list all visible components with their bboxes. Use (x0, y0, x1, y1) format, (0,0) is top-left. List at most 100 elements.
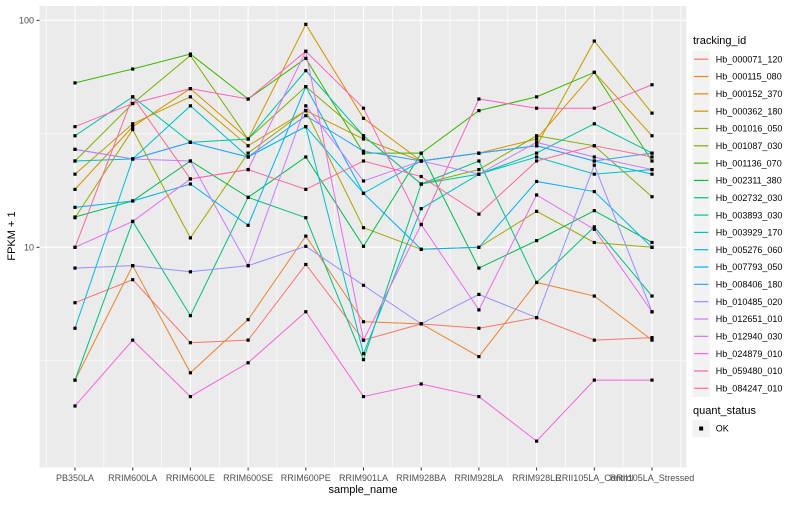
data-point (419, 207, 423, 211)
data-point (73, 134, 77, 138)
data-point (304, 187, 308, 191)
data-point (361, 151, 366, 155)
data-point (650, 172, 654, 176)
data-point (477, 326, 481, 330)
data-point (650, 151, 654, 155)
data-point (188, 182, 192, 186)
data-point (477, 266, 481, 270)
data-point (131, 101, 135, 106)
data-point (361, 320, 366, 324)
legend: Hb_000071_120 Hb_000115_080 Hb_000152_370 H… (692, 50, 783, 438)
legend-entry: Hb_010485_020 (692, 293, 782, 311)
data-point (188, 371, 192, 375)
data-point (304, 155, 308, 159)
data-point (592, 240, 596, 245)
data-point (246, 361, 250, 365)
x-axis-title: sample_name (328, 484, 397, 496)
data-point (592, 378, 596, 382)
legend-label: Hb_003929_170 (716, 228, 783, 238)
data-point (131, 95, 135, 99)
data-point (477, 308, 481, 312)
legend-entry: Hb_008406_180 (692, 275, 782, 294)
data-point (477, 172, 481, 176)
data-point (73, 326, 77, 330)
data-point (131, 127, 135, 132)
data-point (477, 159, 481, 163)
data-point (246, 97, 250, 101)
data-point (361, 137, 366, 141)
data-point (361, 358, 366, 362)
legend-label: Hb_001136_070 (716, 158, 782, 168)
legend-entry-quant-status: OK (692, 419, 729, 438)
y-axis-label: 100 (19, 15, 34, 25)
legend-entry: Hb_007793_050 (692, 258, 783, 276)
data-point (73, 172, 77, 176)
data-point (535, 280, 539, 285)
legend-entry: Hb_003929_170 (692, 223, 783, 242)
data-point (535, 144, 539, 148)
legend-label: Hb_007793_050 (716, 262, 783, 272)
x-axis-label: RRII105LA_Control (555, 473, 633, 483)
data-point (592, 172, 596, 176)
series-layer (73, 22, 654, 443)
data-point (131, 67, 135, 71)
data-point (477, 167, 481, 172)
data-point (361, 149, 366, 153)
data-point (304, 109, 308, 113)
data-point (188, 177, 192, 181)
x-axis-label: PB350LA (56, 473, 94, 483)
x-axis-label: RRIM600LA (108, 473, 157, 483)
data-point (304, 69, 308, 73)
data-point (535, 239, 539, 243)
data-point (650, 155, 654, 159)
legend-label: Hb_002311_380 (716, 176, 782, 186)
legend-entry: Hb_059480_010 (692, 362, 782, 380)
data-point (592, 39, 596, 43)
data-point (592, 227, 596, 231)
data-point (535, 140, 539, 144)
legend-label: Hb_001087_030 (716, 141, 783, 151)
data-point (535, 134, 539, 138)
x-axis-label: RRIM928LA (454, 473, 503, 483)
data-point (650, 378, 654, 382)
data-point (361, 283, 366, 287)
data-point (246, 223, 250, 227)
legend-entry: Hb_003893_030 (692, 206, 782, 224)
legend-entry: Hb_002732_030 (692, 189, 783, 207)
data-point (304, 49, 308, 53)
data-point (477, 292, 481, 297)
data-point (419, 322, 423, 326)
data-point (419, 159, 423, 163)
y-axis-label: 10 (24, 242, 34, 252)
data-point (246, 155, 250, 159)
legend-label: Hb_002732_030 (716, 193, 783, 203)
data-point (535, 137, 539, 141)
data-point (650, 338, 654, 342)
legend-entry: Hb_001136_070 (692, 154, 782, 172)
data-point (73, 147, 77, 151)
data-point (650, 159, 654, 163)
data-point (304, 216, 308, 220)
data-point (535, 439, 539, 443)
data-point (535, 155, 539, 159)
data-point (650, 167, 654, 172)
data-point (650, 240, 654, 245)
legend-label: Hb_084247_010 (716, 383, 783, 393)
legend-label: Hb_012651_010 (716, 314, 783, 324)
data-point (131, 264, 135, 268)
data-point (73, 159, 77, 163)
data-point (477, 151, 481, 155)
data-point (304, 262, 308, 267)
data-point (188, 52, 192, 56)
data-point (73, 404, 77, 408)
data-point (535, 95, 539, 99)
data-point (535, 151, 539, 155)
data-point (592, 144, 596, 148)
data-point (419, 222, 423, 227)
data-point (188, 341, 192, 345)
legend-title-quant-status: quant_status (693, 405, 756, 417)
data-point (188, 104, 192, 108)
x-axis-label: RRIM928BA (396, 473, 446, 483)
data-point (650, 294, 654, 298)
